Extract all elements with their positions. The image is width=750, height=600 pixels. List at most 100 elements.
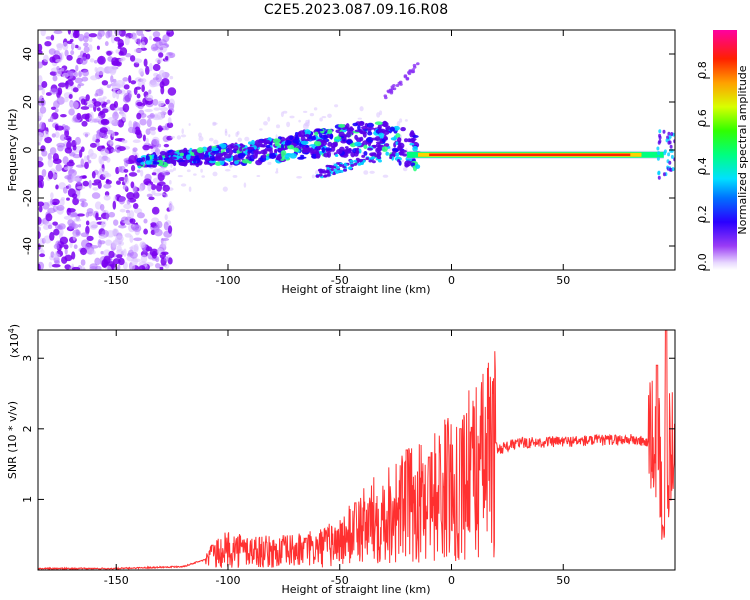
spectrogram-cell xyxy=(410,162,416,166)
spectrogram-cell xyxy=(371,160,376,164)
spectrogram-cell xyxy=(38,161,44,168)
spectrogram-cell xyxy=(250,139,256,146)
spectrogram-cell xyxy=(119,208,126,213)
spectrogram-cell xyxy=(152,31,161,38)
spectrogram-cell xyxy=(376,153,381,157)
spectrogram-cell xyxy=(139,118,147,126)
spectrogram-cell xyxy=(109,140,114,147)
spectrogram-cell xyxy=(255,159,263,166)
spectrogram-cell xyxy=(416,62,420,66)
spectrogram-cell xyxy=(156,220,163,229)
spectrogram-cell xyxy=(357,117,362,120)
spectrogram-cell xyxy=(657,175,661,180)
spectrogram-cell xyxy=(129,251,138,259)
spectrogram-cell xyxy=(163,221,169,231)
spectrogram-cell xyxy=(397,145,403,151)
spectrogram-cell xyxy=(235,132,239,137)
spectrogram-cell xyxy=(239,146,243,152)
spectrogram-cell xyxy=(145,94,154,102)
spectrogram-cell xyxy=(272,138,281,144)
spectrogram-cell xyxy=(53,228,60,236)
spectrogram-cell xyxy=(670,132,674,136)
spectrogram-cell xyxy=(180,183,187,187)
spectrogram-cell xyxy=(60,196,65,201)
spectrogram-cell xyxy=(152,63,161,72)
spectrogram-cell xyxy=(101,145,105,149)
spectrogram-cell xyxy=(38,98,46,107)
spectrogram-cell xyxy=(70,213,78,217)
spectrogram-cell xyxy=(86,154,90,161)
spectrogram-cell xyxy=(141,33,145,41)
spectrogram-cell xyxy=(129,55,136,62)
spectrogram-cell xyxy=(64,254,73,262)
spectrogram-cell xyxy=(148,35,153,41)
spectrogram-cell xyxy=(129,218,136,224)
spectrogram-cell xyxy=(164,152,169,156)
spectrogram-cell xyxy=(383,134,387,140)
spectrogram-cell xyxy=(112,200,117,210)
spectrogram-cell xyxy=(62,186,68,194)
spectrogram-cell xyxy=(400,126,406,132)
spectrogram-cell xyxy=(64,247,68,255)
spectrogram-cell xyxy=(108,250,115,259)
spectrogram-cell xyxy=(106,157,111,163)
colorbar-tick-label: 0.4 xyxy=(696,157,709,175)
spectrogram-cell xyxy=(284,153,290,160)
spectrogram-cell xyxy=(308,144,317,147)
spectrogram-cell xyxy=(343,168,347,172)
spectrogram-cell xyxy=(402,167,408,172)
spectrogram-cell xyxy=(169,169,174,173)
spectrogram-cell xyxy=(83,99,88,106)
spectrogram-cell xyxy=(377,156,382,160)
spectrogram-cell xyxy=(78,198,87,203)
spectrogram-cell xyxy=(363,151,368,156)
spectrogram-cell xyxy=(44,41,52,47)
spectrogram-cell xyxy=(323,174,327,178)
spectrogram-cell xyxy=(146,118,152,128)
colorbar-tick-label: 0.2 xyxy=(696,205,709,223)
y-tick-label: -20 xyxy=(21,189,34,207)
spectrogram-cell xyxy=(357,162,362,166)
spectrogram-cell xyxy=(51,263,61,268)
spectrogram-cell xyxy=(67,71,76,77)
spectrogram-cell xyxy=(319,117,323,122)
spectrogram-cell xyxy=(367,131,373,136)
spectrogram-cell xyxy=(198,153,205,159)
spectrogram-cell xyxy=(367,147,373,151)
x-tick-label: -50 xyxy=(331,574,349,587)
spectrogram-cell xyxy=(116,249,125,255)
spectrogram-cell xyxy=(162,238,167,248)
spectrogram-cell xyxy=(267,161,272,166)
colorbar-tick-label: 0.0 xyxy=(696,253,709,271)
spectrogram-cell xyxy=(128,154,137,164)
spectrogram-cell xyxy=(323,152,330,158)
spectrogram-cell xyxy=(49,71,58,76)
spectrogram-cell xyxy=(67,184,72,190)
spectrogram-cell xyxy=(415,164,421,170)
spectrogram-cell xyxy=(61,125,71,132)
spectrogram-cell xyxy=(38,226,41,232)
spectrogram-cell xyxy=(149,113,155,118)
spectrogram-cell xyxy=(90,75,98,81)
spectrogram-cell xyxy=(80,232,89,238)
spectrogram-panel: -150 -100 -50 0 50 -40 -20 0 20 40 Height of stra… xyxy=(6,29,676,296)
spectrogram-cell xyxy=(167,87,177,96)
spectrogram-cell xyxy=(265,144,271,149)
spectrogram-cell xyxy=(396,121,401,127)
spectrogram-cell xyxy=(353,159,358,163)
spectrogram-x-axis-label: Height of straight line (km) xyxy=(281,283,430,296)
spectrogram-cell xyxy=(252,153,258,159)
y-tick-label: 3 xyxy=(21,355,34,362)
spectrogram-cell xyxy=(409,142,415,146)
spectrogram-cell xyxy=(92,187,99,191)
spectrogram-cell xyxy=(49,88,59,95)
spectrogram-cell xyxy=(96,66,105,76)
spectrogram-cell xyxy=(152,158,159,161)
spectrogram-cell xyxy=(38,230,41,240)
spectrogram-cell xyxy=(100,119,110,126)
spectrogram-cell xyxy=(66,54,73,61)
snr-panel: -150 -100 -50 0 50 1 2 3 Height of straight lin… xyxy=(6,324,676,596)
spectrogram-cell xyxy=(410,130,415,137)
spectrogram-cell xyxy=(289,152,297,159)
spectrogram-cell xyxy=(52,158,62,165)
